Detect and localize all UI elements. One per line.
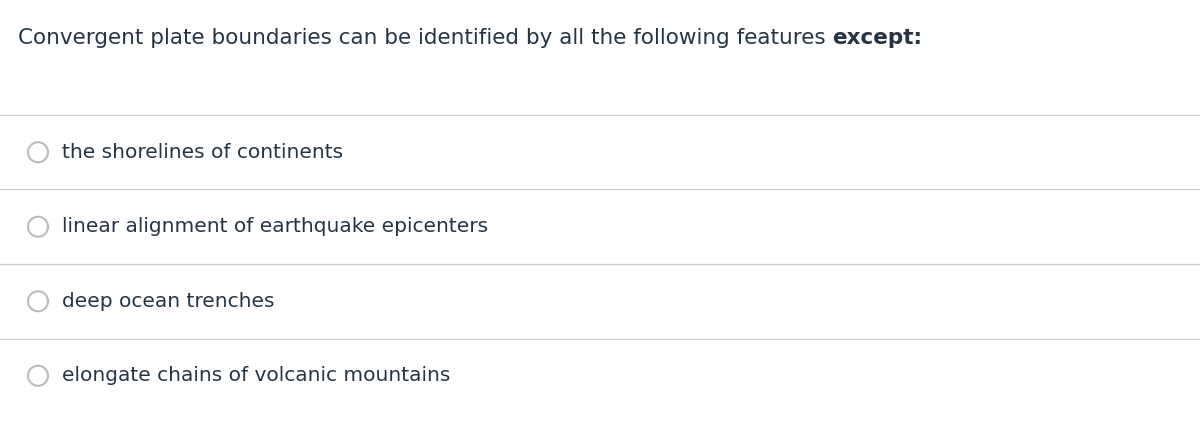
Text: deep ocean trenches: deep ocean trenches — [62, 292, 275, 311]
Text: elongate chains of volcanic mountains: elongate chains of volcanic mountains — [62, 366, 450, 385]
Text: except:: except: — [833, 28, 923, 48]
Text: Convergent plate boundaries can be identified by all the following features: Convergent plate boundaries can be ident… — [18, 28, 833, 48]
Text: the shorelines of continents: the shorelines of continents — [62, 143, 343, 162]
Text: linear alignment of earthquake epicenters: linear alignment of earthquake epicenter… — [62, 217, 488, 236]
